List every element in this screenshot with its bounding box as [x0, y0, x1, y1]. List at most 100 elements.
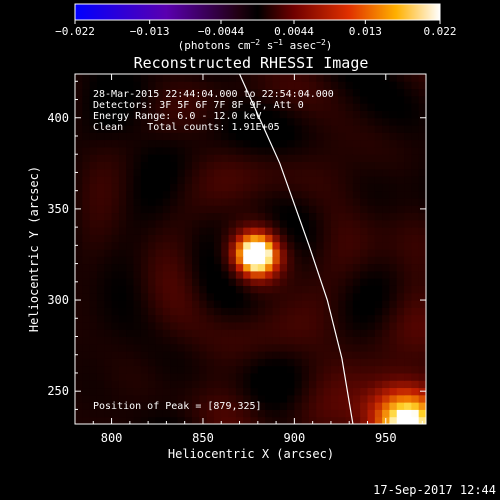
heatmap-cell [111, 314, 120, 323]
heatmap-cell [338, 197, 347, 206]
heatmap-cell [389, 146, 398, 155]
heatmap-cell [235, 263, 244, 272]
heatmap-cell [199, 358, 208, 367]
heatmap-cell [206, 125, 215, 133]
heatmap-cell [323, 88, 332, 97]
heatmap-cell [206, 176, 215, 184]
heatmap-cell [257, 256, 266, 265]
heatmap-cell [213, 329, 222, 337]
heatmap-cell [89, 132, 98, 141]
heatmap-cell [257, 154, 266, 162]
heatmap-cell [170, 74, 178, 82]
annotation-energy: Energy Range: 6.0 - 12.0 keV [93, 111, 262, 122]
heatmap-cell [272, 343, 281, 352]
heatmap-cell [133, 168, 142, 177]
heatmap-cell [330, 387, 339, 396]
heatmap-cell [418, 416, 426, 424]
heatmap-cell [323, 95, 332, 104]
heatmap-cell [265, 168, 273, 177]
heatmap-cell [367, 205, 376, 214]
heatmap-cell [338, 219, 347, 228]
heatmap-cell [418, 270, 426, 279]
heatmap-cell [170, 321, 178, 330]
heatmap-cell [250, 358, 259, 367]
heatmap-cell [374, 227, 383, 235]
heatmap-cell [111, 416, 120, 424]
heatmap-cell [75, 154, 83, 162]
heatmap-cell [162, 154, 171, 162]
heatmap-cell [323, 380, 332, 389]
heatmap-cell [111, 190, 120, 199]
heatmap-cell [235, 212, 244, 221]
heatmap-cell [221, 278, 230, 286]
heatmap-cell [338, 372, 347, 381]
heatmap-cell [323, 358, 332, 367]
heatmap-cell [389, 351, 398, 359]
heatmap-cell [235, 190, 244, 199]
heatmap-cell [323, 394, 332, 403]
heatmap-cell [257, 380, 266, 389]
heatmap-cell [82, 176, 91, 184]
heatmap-cell [184, 190, 193, 199]
heatmap-cell [148, 307, 156, 316]
heatmap-cell [177, 307, 186, 316]
heatmap-cell [213, 241, 222, 250]
heatmap-cell [75, 117, 83, 126]
heatmap-cell [301, 358, 310, 367]
heatmap-cell [257, 372, 266, 381]
heatmap-cell [177, 197, 186, 206]
heatmap-cell [177, 394, 186, 403]
heatmap-cell [265, 132, 273, 141]
heatmap-cell [250, 154, 259, 162]
heatmap-cell [382, 161, 390, 170]
heatmap-cell [111, 409, 120, 418]
heatmap-cell [411, 183, 420, 192]
heatmap-cell [235, 227, 244, 235]
heatmap-cell [96, 380, 105, 389]
heatmap-cell [170, 300, 178, 308]
heatmap-cell [126, 292, 134, 301]
heatmap-cell [389, 285, 398, 294]
heatmap-cell [192, 190, 200, 199]
heatmap-cell [111, 394, 120, 403]
heatmap-cell [111, 329, 120, 337]
heatmap-cell [316, 351, 325, 359]
heatmap-cell [294, 227, 303, 235]
heatmap-cell [330, 249, 339, 257]
heatmap-cell [111, 249, 120, 257]
heatmap-cell [396, 227, 405, 235]
heatmap-cell [96, 416, 105, 424]
heatmap-cell [309, 278, 317, 286]
heatmap-cell [111, 358, 120, 367]
heatmap-cell [75, 110, 83, 119]
heatmap-cell [148, 168, 156, 177]
heatmap-cell [82, 146, 91, 155]
heatmap-cell [243, 329, 251, 337]
heatmap-cell [140, 154, 149, 162]
heatmap-cell [250, 168, 259, 177]
heatmap-cell [133, 321, 142, 330]
heatmap-cell [221, 132, 230, 141]
heatmap-cell [235, 146, 244, 155]
heatmap-cell [294, 74, 303, 82]
heatmap-cell [389, 176, 398, 184]
heatmap-cell [316, 190, 325, 199]
heatmap-cell [287, 125, 295, 133]
heatmap-cell [301, 125, 310, 133]
heatmap-cell [140, 387, 149, 396]
heatmap-cell [396, 314, 405, 323]
heatmap-cell [96, 278, 105, 286]
heatmap-cell [192, 95, 200, 104]
heatmap-cell [272, 154, 281, 162]
heatmap-cell [257, 394, 266, 403]
heatmap-cell [243, 88, 251, 97]
heatmap-cell [213, 409, 222, 418]
heatmap-cell [389, 88, 398, 97]
heatmap-cell [396, 416, 405, 424]
chart-title: Reconstructed RHESSI Image [134, 54, 369, 72]
heatmap-cell [287, 314, 295, 323]
heatmap-cell [250, 402, 259, 410]
heatmap-cell [294, 365, 303, 374]
heatmap-cell [75, 343, 83, 352]
heatmap-cell [323, 278, 332, 286]
